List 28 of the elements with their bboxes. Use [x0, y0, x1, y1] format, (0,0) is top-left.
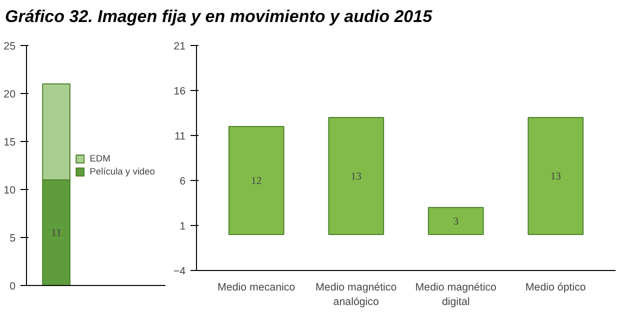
bar — [228, 126, 284, 235]
y-tick-label: −4 — [173, 266, 186, 278]
y-tick-label: 10 — [4, 184, 16, 196]
y-tick-label: 11 — [174, 130, 186, 142]
x-tick-label: Medio mecanico — [218, 282, 296, 294]
y-tick-label: 20 — [4, 88, 16, 100]
y-tick-label: 6 — [180, 176, 186, 188]
y-tick-label: 5 — [10, 232, 16, 244]
data-label: 11 — [51, 228, 62, 240]
data-label: 3 — [453, 216, 459, 228]
data-label: 12 — [251, 176, 262, 187]
y-tick-label: 16 — [174, 86, 186, 98]
text: Gráfico 32. Imagen fija y en movimiento y audio 2015 — [5, 6, 432, 28]
y-tick-label: 15 — [4, 136, 16, 148]
y-tick-label: 25 — [4, 40, 16, 52]
y-tick-label: 21 — [174, 40, 186, 52]
x-tick-label: Medio magnético digital — [415, 282, 497, 308]
y-tick-label: 0 — [10, 280, 16, 292]
bar — [428, 207, 484, 235]
x-tick-label: Medio magnético analógico — [316, 282, 397, 308]
y-tick-label: 1 — [180, 220, 186, 232]
data-label: 13 — [550, 172, 561, 182]
bar — [528, 117, 584, 235]
data-label: 13 — [350, 172, 362, 182]
bar — [328, 117, 384, 235]
legend-label: EDM — [90, 154, 112, 164]
legend-label: Película y video — [90, 166, 155, 176]
x-tick-label: Medio óptico — [525, 282, 586, 294]
